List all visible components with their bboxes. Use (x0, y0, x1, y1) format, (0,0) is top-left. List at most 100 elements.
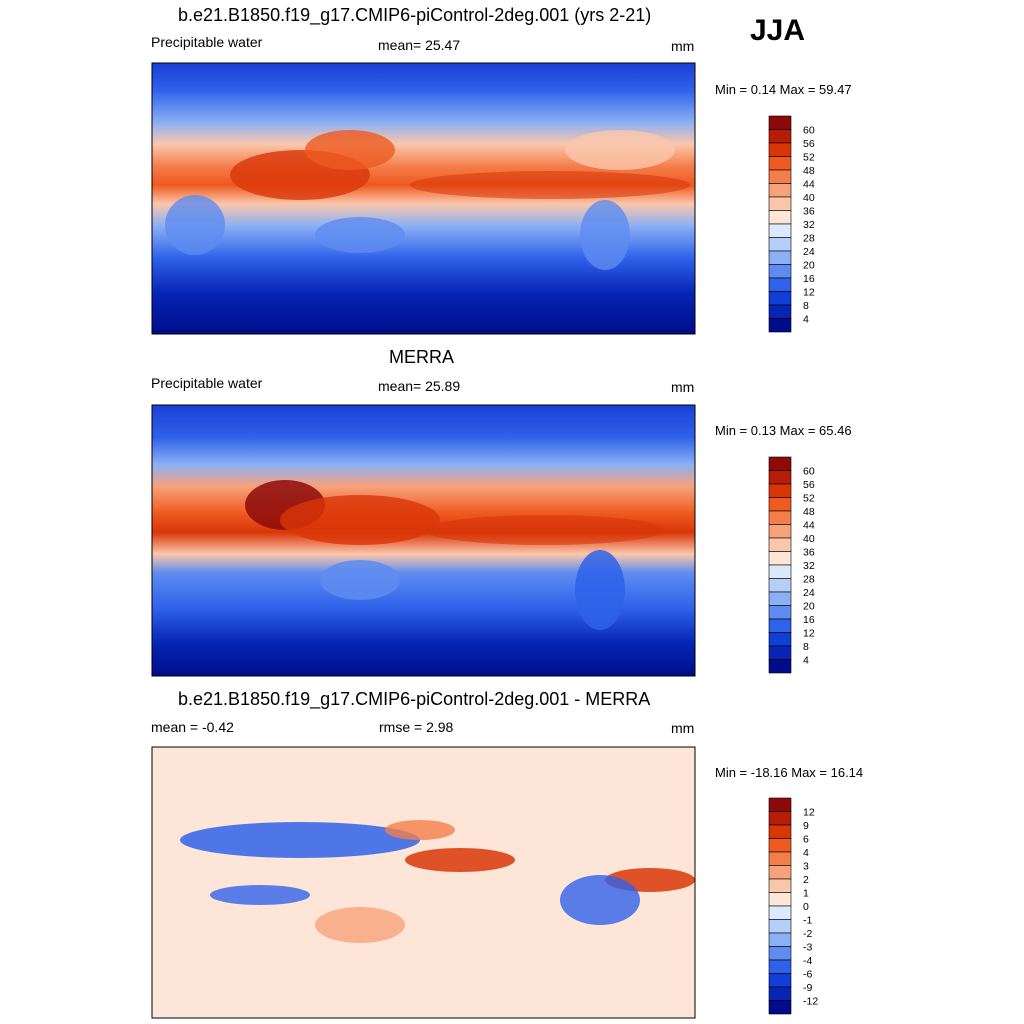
colorbar-tick-label: 56 (803, 138, 815, 150)
colorbar-swatch (768, 905, 792, 920)
colorbar-swatch (768, 797, 792, 812)
panel-1-minmax: Min = 0.14 Max = 59.47 (715, 82, 852, 97)
colorbar-tick-label: 56 (803, 479, 815, 491)
colorbar-swatch (768, 318, 792, 333)
colorbar-swatch (768, 959, 792, 974)
panel-1-itcz-pacific (410, 171, 690, 199)
colorbar-swatch (768, 973, 792, 988)
colorbar-swatch (768, 932, 792, 947)
panel-3-positive-australia (315, 907, 405, 943)
colorbar-swatch (768, 183, 792, 198)
colorbar-tick-label: 0 (803, 901, 809, 913)
colorbar-swatch (768, 142, 792, 157)
colorbar-swatch (768, 645, 792, 660)
colorbar-tick-label: -12 (803, 996, 818, 1008)
season-label: JJA (750, 14, 806, 47)
colorbar-tick-label: 9 (803, 820, 809, 832)
colorbar-swatch (768, 196, 792, 211)
colorbar-swatch (768, 524, 792, 539)
panel-3-negative-band-asia (180, 822, 420, 858)
panel-2-title: MERRA (389, 347, 455, 367)
colorbar-swatch (768, 946, 792, 961)
colorbar-tick-label: 40 (803, 533, 815, 545)
panel-2-mean-label: mean= 25.89 (378, 378, 461, 394)
colorbar-tick-label: 24 (803, 246, 815, 258)
colorbar-tick-label: 40 (803, 192, 815, 204)
colorbar-tick-label: 44 (803, 179, 815, 191)
colorbar-tick-label: 3 (803, 861, 809, 873)
colorbar-tick-label: 32 (803, 560, 815, 572)
colorbar-swatch (768, 537, 792, 552)
colorbar-tick-label: 6 (803, 834, 809, 846)
panel-2-units: mm (671, 379, 695, 395)
panel-3-negative-indian (210, 885, 310, 905)
panel-3-map (151, 746, 696, 1019)
colorbar-swatch (768, 115, 792, 130)
panel-1-mean-label: mean= 25.47 (378, 37, 461, 53)
colorbar-tick-label: 52 (803, 493, 815, 505)
colorbar-swatch (768, 497, 792, 512)
panel-3-rmse-label: rmse = 2.98 (379, 719, 454, 735)
colorbar-swatch (768, 250, 792, 265)
colorbar-swatch (768, 169, 792, 184)
panel-3-map-frame (151, 746, 696, 1019)
colorbar-tick-label: 2 (803, 874, 809, 886)
colorbar-tick-label: 60 (803, 466, 815, 478)
colorbar-swatch (768, 591, 792, 606)
panel-1-south-africa (165, 195, 225, 255)
colorbar-swatch (768, 618, 792, 633)
colorbar-swatch (768, 838, 792, 853)
colorbar-swatch (768, 659, 792, 674)
colorbar-tick-label: 48 (803, 165, 815, 177)
colorbar-swatch (768, 551, 792, 566)
colorbar-swatch (768, 892, 792, 907)
panel-3-positive-north-pacific (385, 820, 455, 840)
colorbar-tick-label: 52 (803, 152, 815, 164)
panel-3-negative-south-america (560, 875, 640, 925)
panel-3-minmax: Min = -18.16 Max = 16.14 (715, 765, 864, 780)
colorbar-swatch (768, 632, 792, 647)
colorbar-swatch (768, 129, 792, 144)
colorbar-tick-label: 32 (803, 219, 815, 231)
panel-2-australia (320, 560, 400, 600)
panel-2-minmax: Min = 0.13 Max = 65.46 (715, 423, 852, 438)
colorbar-tick-label: 16 (803, 273, 815, 285)
colorbar-swatch (768, 919, 792, 934)
panel-1-variable-label: Precipitable water (151, 34, 263, 50)
colorbar-swatch (768, 456, 792, 471)
panel-1-map-field (152, 63, 695, 334)
colorbar-tick-label: 44 (803, 520, 815, 532)
colorbar-tick-label: 36 (803, 547, 815, 559)
colorbar-swatch (768, 304, 792, 319)
panel-1-south-america (580, 200, 630, 270)
colorbar-swatch (768, 578, 792, 593)
colorbar-tick-label: 28 (803, 574, 815, 586)
colorbar-tick-label: -2 (803, 928, 812, 940)
colorbar-swatch (768, 605, 792, 620)
colorbar-tick-label: 12 (803, 628, 815, 640)
colorbar-tick-label: -3 (803, 942, 812, 954)
panel-1-units: mm (671, 38, 695, 54)
panel-3-mean-label: mean = -0.42 (151, 719, 234, 735)
colorbar-swatch (768, 483, 792, 498)
colorbar-swatch (768, 156, 792, 171)
colorbar-swatch (768, 986, 792, 1001)
panel-3-positive-pacific (405, 848, 515, 872)
colorbar-panel-3: 129 64 32 10 -1-2 -3-4 -6-9 -12 (768, 797, 818, 1015)
colorbar-swatch (768, 277, 792, 292)
panel-1-map (151, 62, 696, 335)
colorbar-swatch (768, 210, 792, 225)
colorbar-tick-label: 4 (803, 655, 809, 667)
colorbar-swatch (768, 564, 792, 579)
colorbar-tick-label: 36 (803, 206, 815, 218)
colorbar-swatch (768, 264, 792, 279)
colorbar-swatch (768, 291, 792, 306)
colorbar-tick-label: 28 (803, 233, 815, 245)
colorbar-tick-label: 12 (803, 287, 815, 299)
colorbar-swatch (768, 470, 792, 485)
colorbar-tick-label: 48 (803, 506, 815, 518)
colorbar-swatch (768, 237, 792, 252)
panel-1-warm-pool-asia (305, 130, 395, 170)
